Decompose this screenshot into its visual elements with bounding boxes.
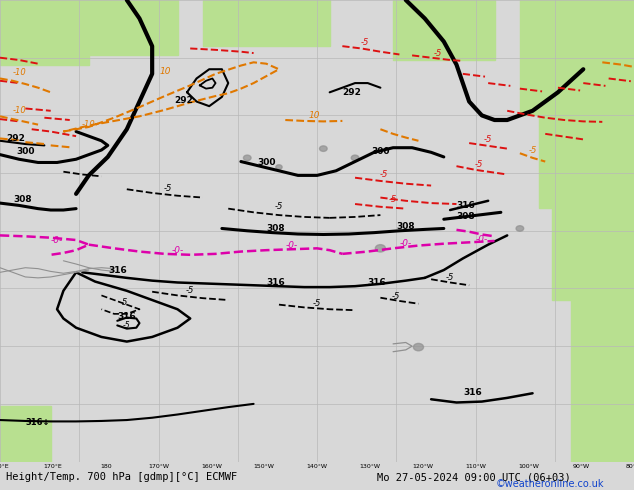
Text: 100°W: 100°W: [518, 464, 539, 469]
Text: 170°W: 170°W: [148, 464, 169, 469]
Circle shape: [413, 343, 424, 351]
Text: -10: -10: [12, 106, 26, 115]
Text: Mo 27-05-2024 09:00 UTC (06+03): Mo 27-05-2024 09:00 UTC (06+03): [377, 472, 571, 482]
Text: -5: -5: [392, 292, 401, 301]
Text: 120°W: 120°W: [412, 464, 433, 469]
Text: -5: -5: [164, 184, 172, 193]
Text: -0-: -0-: [51, 236, 63, 245]
Text: 300: 300: [371, 147, 390, 156]
Text: 308: 308: [396, 221, 415, 231]
Text: 10: 10: [159, 67, 171, 76]
Text: 308: 308: [266, 223, 285, 233]
Polygon shape: [0, 406, 51, 462]
Text: 300: 300: [16, 147, 35, 156]
Text: -5: -5: [186, 286, 195, 295]
Polygon shape: [520, 0, 634, 115]
Text: 140°W: 140°W: [306, 464, 328, 469]
Text: 80°W: 80°W: [626, 464, 634, 469]
Text: 292: 292: [174, 96, 193, 105]
Polygon shape: [539, 106, 634, 208]
Text: 316: 316: [266, 278, 285, 288]
Polygon shape: [203, 0, 330, 46]
Text: -5: -5: [484, 135, 493, 145]
Text: 180: 180: [100, 464, 112, 469]
Text: Height/Temp. 700 hPa [gdmp][°C] ECMWF: Height/Temp. 700 hPa [gdmp][°C] ECMWF: [6, 472, 238, 482]
Text: -5: -5: [474, 160, 483, 169]
Polygon shape: [571, 291, 634, 462]
Circle shape: [351, 155, 359, 161]
Text: -5: -5: [433, 49, 442, 58]
Text: -5: -5: [123, 321, 131, 330]
Text: 292: 292: [342, 88, 361, 97]
Text: -10: -10: [12, 68, 26, 77]
Text: 180°E: 180°E: [0, 464, 10, 469]
Text: 292: 292: [6, 134, 25, 143]
Text: -0-: -0-: [171, 245, 184, 255]
Polygon shape: [393, 0, 495, 60]
Text: 316: 316: [463, 388, 482, 397]
Text: 316: 316: [368, 278, 387, 288]
Text: 130°W: 130°W: [359, 464, 380, 469]
Text: -5: -5: [446, 273, 455, 282]
Text: 316: 316: [117, 312, 136, 320]
Text: -5: -5: [528, 146, 537, 154]
Text: -0-: -0-: [399, 239, 412, 248]
Text: -5: -5: [389, 195, 398, 204]
Polygon shape: [552, 198, 634, 300]
Text: 308: 308: [456, 212, 476, 220]
Circle shape: [516, 226, 524, 231]
Text: -5: -5: [275, 202, 283, 211]
Text: 160°W: 160°W: [201, 464, 222, 469]
Circle shape: [243, 155, 251, 161]
Text: 300: 300: [257, 158, 276, 167]
Text: 316: 316: [456, 201, 476, 210]
Polygon shape: [32, 0, 178, 55]
Text: 170°E: 170°E: [44, 464, 62, 469]
Text: -5: -5: [360, 38, 369, 48]
Text: -0-: -0-: [285, 241, 298, 250]
Circle shape: [375, 245, 385, 252]
Text: -5: -5: [119, 298, 128, 307]
Text: -10: -10: [82, 120, 96, 129]
Text: 150°W: 150°W: [254, 464, 275, 469]
Circle shape: [276, 165, 282, 170]
Text: ©weatheronline.co.uk: ©weatheronline.co.uk: [496, 479, 604, 489]
Text: 90°W: 90°W: [573, 464, 590, 469]
Text: 308: 308: [13, 195, 32, 204]
Text: 316↓: 316↓: [26, 418, 50, 427]
Text: -5: -5: [379, 170, 388, 179]
Text: 10: 10: [308, 111, 320, 120]
Text: 316: 316: [108, 266, 127, 274]
Text: -5: -5: [313, 299, 321, 308]
Polygon shape: [0, 0, 89, 65]
Circle shape: [320, 146, 327, 151]
Text: 110°W: 110°W: [465, 464, 486, 469]
Text: -0-: -0-: [476, 235, 488, 244]
